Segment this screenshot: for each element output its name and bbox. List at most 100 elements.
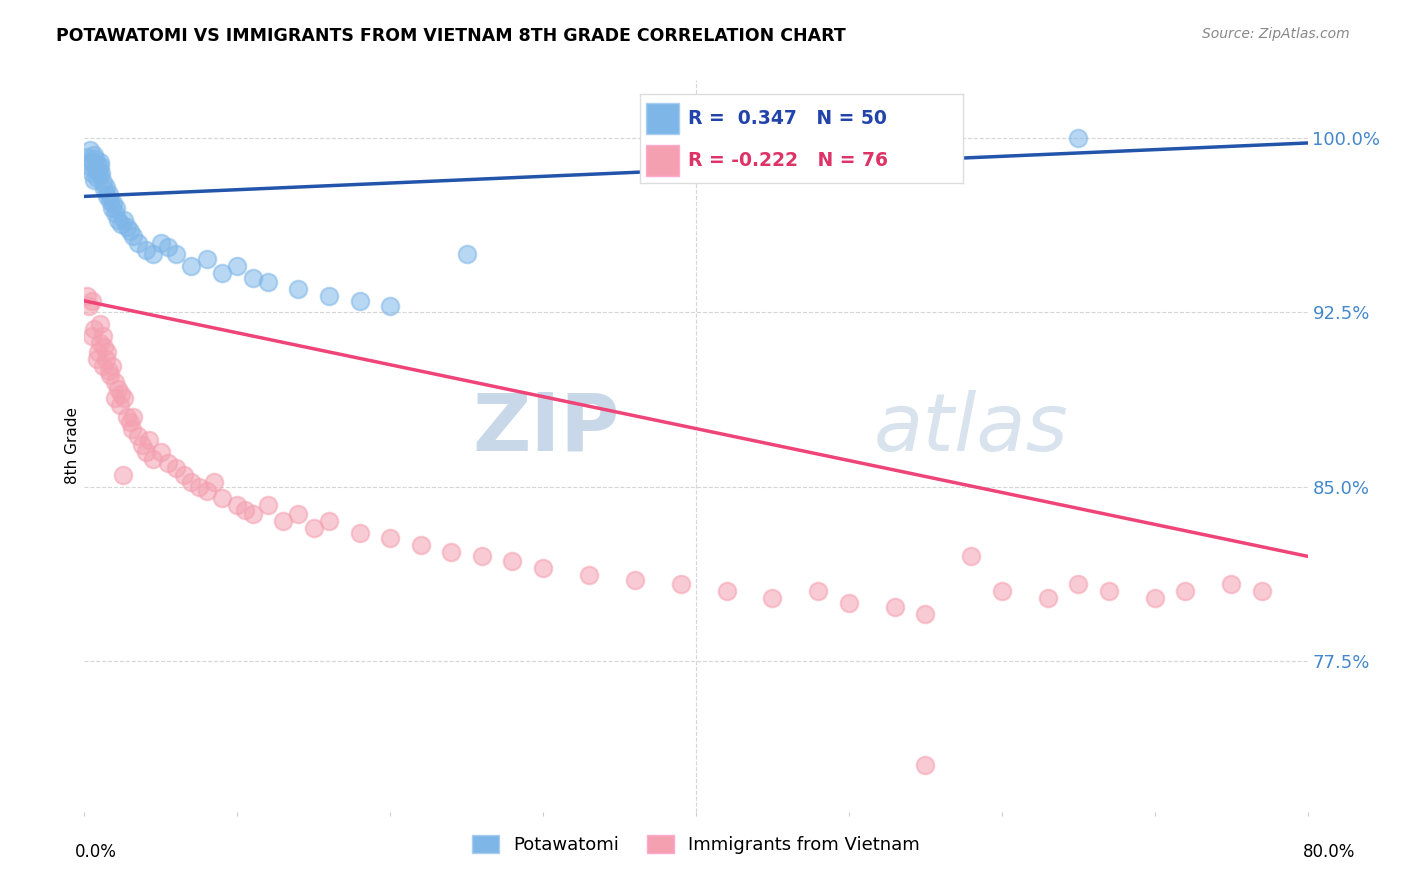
Point [112, 392, 135, 406]
Point [108, 398, 131, 412]
Point [157, 457, 180, 471]
Point [110, 217, 132, 231]
Point [242, 508, 264, 522]
Point [1036, 591, 1059, 606]
Point [122, 409, 145, 424]
Point [318, 515, 340, 529]
Point [440, 544, 463, 558]
Point [202, 475, 225, 489]
Point [138, 433, 160, 447]
Point [195, 252, 218, 266]
Point [1250, 584, 1272, 599]
Point [149, 445, 172, 459]
Point [104, 205, 127, 219]
Point [531, 561, 554, 575]
FancyBboxPatch shape [647, 145, 679, 176]
Point [502, 554, 524, 568]
Point [77, 299, 100, 313]
FancyBboxPatch shape [647, 103, 679, 134]
Point [84, 153, 107, 167]
Y-axis label: 8th Grade: 8th Grade [65, 408, 80, 484]
Point [91, 328, 114, 343]
Point [807, 584, 830, 599]
Point [122, 228, 145, 243]
Point [120, 415, 142, 429]
Point [80, 293, 103, 308]
Point [94, 351, 117, 366]
Point [257, 275, 280, 289]
Point [914, 607, 936, 622]
Point [180, 475, 202, 489]
Point [93, 182, 115, 196]
Point [1067, 131, 1090, 145]
Text: 0.0%: 0.0% [75, 843, 117, 861]
Point [120, 224, 142, 238]
Point [578, 567, 600, 582]
Point [89, 335, 111, 350]
Point [233, 503, 256, 517]
Point [142, 247, 165, 261]
Point [104, 375, 127, 389]
Point [883, 600, 905, 615]
Point [761, 591, 783, 606]
Point [287, 508, 309, 522]
Point [94, 180, 117, 194]
Point [101, 359, 124, 373]
Point [98, 368, 121, 383]
Point [914, 758, 936, 772]
Point [89, 317, 111, 331]
Text: POTAWATOMI VS IMMIGRANTS FROM VIETNAM 8TH GRADE CORRELATION CHART: POTAWATOMI VS IMMIGRANTS FROM VIETNAM 8T… [56, 27, 846, 45]
Point [80, 154, 103, 169]
Point [96, 345, 118, 359]
Point [157, 240, 180, 254]
Point [111, 468, 134, 483]
Point [142, 451, 165, 466]
Point [1220, 577, 1243, 591]
Point [86, 351, 108, 366]
Point [89, 159, 111, 173]
Point [91, 176, 114, 190]
Text: R = -0.222   N = 76: R = -0.222 N = 76 [689, 151, 889, 170]
Point [318, 289, 340, 303]
Point [349, 293, 371, 308]
Point [211, 266, 233, 280]
Point [287, 282, 309, 296]
Point [131, 438, 153, 452]
Point [83, 147, 105, 161]
Point [97, 363, 120, 377]
Point [77, 159, 100, 173]
Point [165, 247, 187, 261]
Point [302, 521, 325, 535]
Point [380, 299, 402, 313]
Point [98, 194, 121, 208]
Text: Source: ZipAtlas.com: Source: ZipAtlas.com [1202, 27, 1350, 41]
Point [180, 259, 202, 273]
Point [107, 382, 129, 396]
Point [86, 170, 108, 185]
Point [91, 359, 114, 373]
Point [165, 461, 187, 475]
Point [173, 468, 195, 483]
Point [149, 235, 172, 250]
Point [226, 498, 249, 512]
Point [409, 538, 432, 552]
Legend: Potawatomi, Immigrants from Vietnam: Potawatomi, Immigrants from Vietnam [465, 828, 927, 861]
Text: ZIP: ZIP [472, 390, 620, 467]
Point [89, 154, 111, 169]
Point [349, 526, 371, 541]
Point [838, 596, 860, 610]
Point [135, 445, 157, 459]
Point [624, 573, 647, 587]
Point [112, 212, 135, 227]
Text: R =  0.347   N = 50: R = 0.347 N = 50 [689, 109, 887, 128]
Point [188, 480, 211, 494]
Point [211, 491, 233, 506]
Point [115, 219, 138, 234]
Point [89, 169, 111, 183]
Point [242, 270, 264, 285]
Point [380, 531, 402, 545]
Point [135, 243, 157, 257]
Text: atlas: atlas [873, 390, 1069, 467]
Point [84, 161, 107, 176]
Point [76, 289, 98, 303]
